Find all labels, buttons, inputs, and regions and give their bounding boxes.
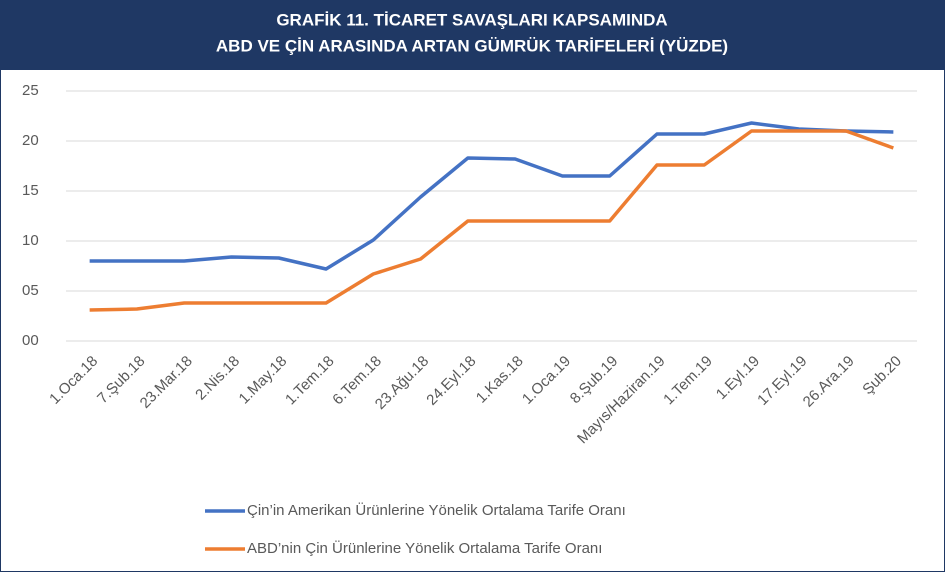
y-tick-label: 00 [22, 332, 39, 349]
y-tick-label: 25 [22, 82, 39, 99]
y-tick-label: 05 [22, 282, 39, 299]
series-line [89, 129, 894, 312]
chart-title: GRAFİK 11. TİCARET SAVAŞLARI KAPSAMINDA [276, 10, 667, 29]
series-line [89, 121, 894, 271]
y-tick-label: 20 [22, 132, 39, 149]
legend-label: Çin’in Amerikan Ürünlerine Yönelik Ortal… [247, 501, 626, 519]
chart-title: ABD VE ÇİN ARASINDA ARTAN GÜMRÜK TARİFEL… [216, 36, 728, 55]
legend-label: ABD’nin Çin Ürünlerine Yönelik Ortalama … [247, 539, 602, 557]
y-tick-label: 10 [22, 232, 39, 249]
title-band [0, 0, 945, 70]
y-tick-label: 15 [22, 182, 39, 199]
